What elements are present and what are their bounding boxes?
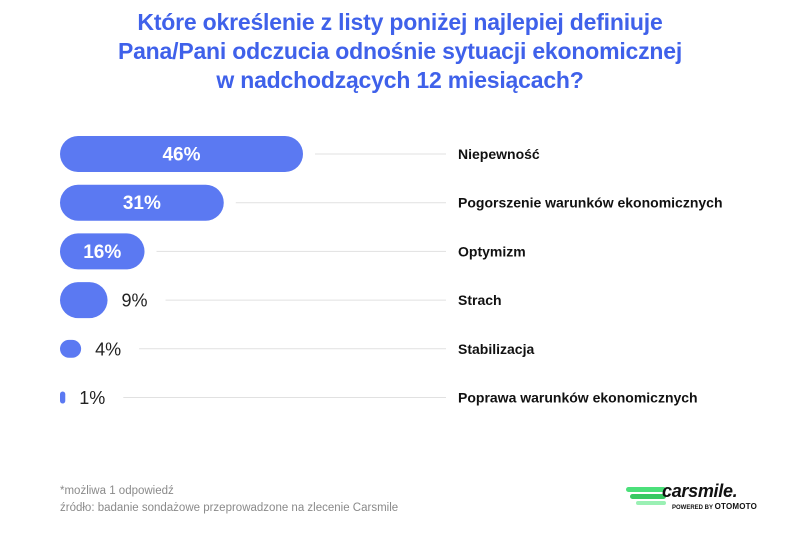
- footnote: *możliwa 1 odpowiedź źródło: badanie son…: [60, 483, 398, 517]
- footnote-answer-note: *możliwa 1 odpowiedź: [60, 485, 174, 497]
- category-label-6: Poprawa warunków ekonomicznych: [458, 390, 698, 406]
- footnote-source: źródło: badanie sondażowe przeprowadzone…: [60, 502, 399, 514]
- bar-4: [60, 282, 108, 319]
- category-label-5: Stabilizacja: [458, 341, 534, 357]
- bar-1: [60, 136, 303, 172]
- bar-6: [60, 391, 66, 404]
- logo-wordmark: carsmile.: [662, 481, 738, 501]
- category-label-3: Optymizm: [458, 243, 526, 259]
- logo-powered-by: POWERED BY OTOMOTO: [672, 502, 757, 511]
- chart-title-line-2: Pana/Pani odczucia odnośnie sytuacji eko…: [117, 38, 683, 64]
- bar-5: [60, 339, 82, 358]
- bar-value-label-5: 4%: [95, 339, 121, 359]
- logo-swoosh-icon: [626, 487, 666, 505]
- chart-title-line-1: Które określenie z listy poniżej najlepi…: [137, 9, 663, 35]
- bar-3: [60, 233, 145, 270]
- logo-powered-brand: OTOMOTO: [714, 502, 758, 511]
- carsmile-logo: carsmile. POWERED BY OTOMOTO: [626, 481, 760, 513]
- bar-2: [60, 184, 224, 221]
- category-label-1: Niepewność: [458, 146, 540, 162]
- chart-title: Które określenie z listy poniżej najlepi…: [40, 8, 760, 95]
- bar-value-label-4: 9%: [122, 291, 148, 311]
- chart-title-line-3: w nadchodzących 12 miesiącach?: [216, 67, 584, 93]
- bar-value-label-3: 16%: [83, 242, 121, 263]
- category-label-4: Strach: [458, 292, 502, 308]
- bar-value-label-1: 46%: [162, 145, 200, 166]
- bar-value-label-6: 1%: [79, 388, 105, 408]
- category-label-2: Pogorszenie warunków ekonomicznych: [458, 195, 723, 211]
- logo-powered-prefix: POWERED BY: [672, 505, 713, 511]
- bar-value-label-2: 31%: [123, 193, 161, 214]
